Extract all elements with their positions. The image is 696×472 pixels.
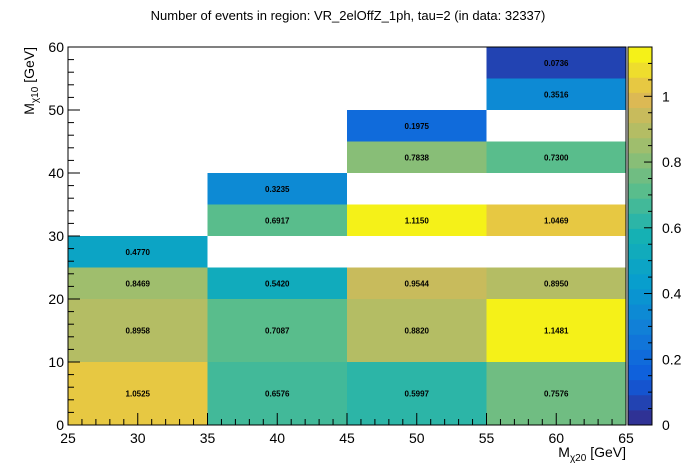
heatmap-cell bbox=[486, 267, 626, 299]
palette-tick-label: 0.6 bbox=[662, 220, 682, 236]
cell-value-label: 0.5420 bbox=[265, 279, 290, 288]
palette-bin bbox=[628, 304, 652, 320]
cell-labels-layer: 1.0525 0.6576 0.5997 0.7576 0.8958 0.7087 0.88… bbox=[126, 59, 570, 399]
palette-bin bbox=[628, 47, 652, 63]
heatmap-cell bbox=[486, 299, 626, 362]
palette-bin bbox=[628, 152, 652, 169]
palette-bin bbox=[628, 273, 652, 290]
palette-bin bbox=[628, 77, 652, 93]
y-tick-label: 60 bbox=[48, 39, 64, 55]
y-tick-label: 40 bbox=[48, 165, 64, 181]
y-axis-title: Mχ10 [GeV] bbox=[21, 47, 41, 115]
cell-value-label: 0.1975 bbox=[405, 122, 430, 131]
color-palette: 0 0.2 0.4 0.6 0.8 1 bbox=[627, 46, 682, 433]
heatmap-cell bbox=[347, 204, 487, 236]
heatmap-cell bbox=[486, 78, 626, 110]
heatmap-cell bbox=[207, 173, 347, 205]
palette-tick-label: 0 bbox=[662, 417, 670, 433]
palette-bin bbox=[628, 364, 652, 381]
y-tick-label: 50 bbox=[48, 102, 64, 118]
palette-bin bbox=[628, 167, 652, 184]
cell-value-label: 0.3235 bbox=[265, 185, 290, 194]
palette-bin bbox=[628, 183, 652, 199]
palette-tick-label: 0.8 bbox=[662, 154, 682, 170]
cell-value-label: 0.7087 bbox=[265, 327, 290, 336]
palette-tick-label: 1 bbox=[662, 88, 670, 104]
heatmap-cell bbox=[347, 110, 487, 142]
cell-value-label: 0.0736 bbox=[544, 59, 569, 68]
palette-bin bbox=[628, 394, 652, 411]
palette-bin bbox=[628, 258, 652, 275]
x-tick-label: 30 bbox=[130, 430, 146, 446]
palette-bin bbox=[628, 409, 652, 426]
palette-bin bbox=[628, 379, 652, 396]
heatmap-cell bbox=[486, 141, 626, 173]
palette-bin bbox=[628, 228, 652, 245]
cell-value-label: 1.1481 bbox=[544, 327, 569, 336]
y-tick-label: 0 bbox=[56, 417, 64, 433]
cell-value-label: 0.8950 bbox=[544, 279, 569, 288]
x-axis-title: Mχ20 [GeV] bbox=[558, 444, 626, 464]
cell-value-label: 0.7300 bbox=[544, 153, 569, 162]
palette-bin bbox=[628, 107, 652, 124]
cell-value-label: 0.6917 bbox=[265, 216, 290, 225]
cell-value-label: 1.0525 bbox=[126, 390, 151, 399]
cell-value-label: 0.7576 bbox=[544, 390, 569, 399]
palette-bin bbox=[628, 92, 652, 108]
cell-value-label: 0.9544 bbox=[405, 279, 430, 288]
palette-bin bbox=[628, 319, 652, 335]
palette-frame bbox=[627, 46, 653, 426]
cell-value-label: 0.3516 bbox=[544, 90, 569, 99]
cell-value-label: 0.8820 bbox=[405, 327, 430, 336]
heatmap-cell bbox=[207, 267, 347, 299]
heatmap-cell bbox=[68, 267, 208, 299]
x-tick-label: 45 bbox=[339, 430, 355, 446]
y-tick-label: 30 bbox=[48, 228, 64, 244]
palette-tick-label: 0.4 bbox=[662, 286, 682, 302]
heatmap-cell bbox=[68, 236, 208, 268]
cell-value-label: 0.7838 bbox=[405, 153, 430, 162]
heatmap-cell bbox=[207, 204, 347, 236]
palette-bin bbox=[628, 137, 652, 154]
palette-bin bbox=[628, 62, 652, 78]
cell-value-label: 0.8469 bbox=[126, 279, 151, 288]
cell-value-label: 0.8958 bbox=[126, 327, 151, 336]
cells-layer bbox=[68, 47, 626, 425]
palette-bin bbox=[628, 213, 652, 229]
x-tick-label: 40 bbox=[269, 430, 285, 446]
cell-value-label: 0.4770 bbox=[126, 248, 151, 257]
palette-bin bbox=[628, 243, 652, 260]
heatmap-cell bbox=[347, 141, 487, 173]
palette-bin bbox=[628, 334, 652, 350]
heatmap-cell bbox=[207, 299, 347, 362]
x-tick-label: 60 bbox=[548, 430, 564, 446]
palette-bin bbox=[628, 349, 652, 366]
x-tick-label: 55 bbox=[479, 430, 495, 446]
cell-value-label: 1.0469 bbox=[544, 216, 569, 225]
palette-tick-label: 0.2 bbox=[662, 351, 682, 367]
y-tick-label: 10 bbox=[48, 354, 64, 370]
cell-value-label: 0.6576 bbox=[265, 390, 290, 399]
cell-value-label: 0.5997 bbox=[405, 390, 430, 399]
y-tick-label: 20 bbox=[48, 291, 64, 307]
heatmap-cell bbox=[486, 47, 626, 79]
cell-value-label: 1.1150 bbox=[405, 216, 430, 225]
chart-title: Number of events in region: VR_2elOffZ_1… bbox=[150, 8, 546, 23]
x-tick-label: 50 bbox=[409, 430, 425, 446]
heatmap-cell bbox=[68, 299, 208, 362]
palette-bin bbox=[628, 198, 652, 214]
heatmap-cell bbox=[347, 267, 487, 299]
palette-bin bbox=[628, 288, 652, 305]
x-tick-label: 35 bbox=[200, 430, 216, 446]
x-tick-label: 25 bbox=[60, 430, 76, 446]
x-tick-label: 65 bbox=[618, 430, 634, 446]
heatmap-cell bbox=[486, 204, 626, 236]
heatmap-cell bbox=[347, 299, 487, 362]
palette-bin bbox=[628, 122, 652, 139]
